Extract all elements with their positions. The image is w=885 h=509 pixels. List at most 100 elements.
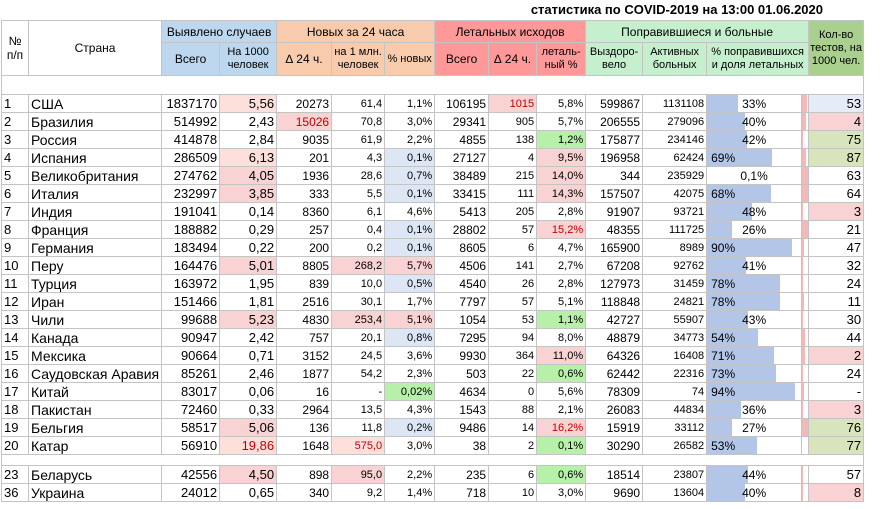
lethal-pct: 14,0% xyxy=(536,166,587,185)
lethal-share-cell xyxy=(801,256,810,275)
lethal-share-bar xyxy=(802,401,803,418)
new-delta: 1877 xyxy=(276,364,333,383)
page-title: статистика по COVID-2019 на 13:00 01.06.… xyxy=(530,2,823,17)
new-delta: 898 xyxy=(276,465,333,484)
table-row[interactable]: 2 Бразилия 514992 2,43 15026 70,8 3,0% 29341 905… xyxy=(1,112,865,131)
new-per-mln: 10,0 xyxy=(331,274,386,293)
table-row[interactable]: 12 Иран 151466 1,81 2516 30,1 1,7% 7797 57 5,1% 11… xyxy=(1,292,865,311)
table-row[interactable]: 19 Бельгия 58517 5,06 136 11,8 0,2% 9486 14 16,2%… xyxy=(1,418,865,437)
table-row[interactable]: 15 Мексика 90664 0,71 3152 24,5 3,6% 9930 364 11,… xyxy=(1,346,865,365)
table-row[interactable]: 6 Италия 232997 3,85 333 5,5 0,1% 33415 111 14,3%… xyxy=(1,184,865,203)
lethal-share-cell xyxy=(801,400,810,419)
new-delta: 8360 xyxy=(276,202,333,221)
table-row[interactable]: 20 Катар 56910 19,86 1648 575,0 3,0% 38 2 0,1% 302… xyxy=(1,436,865,455)
lethal-total: 503 xyxy=(434,364,490,383)
lethal-share-bar xyxy=(802,113,806,130)
country-name: Саудовская Аравия xyxy=(27,364,163,383)
tests-per1000: 57 xyxy=(808,465,865,484)
table-row[interactable]: 8 Франция 188882 0,29 257 0,4 0,1% 28802 57 15,2%… xyxy=(1,220,865,239)
lethal-pct: 11,0% xyxy=(536,346,587,365)
new-pct: 3,0% xyxy=(384,112,436,131)
recovered-share-cell: 41% xyxy=(706,256,803,275)
table-row[interactable]: 4 Испания 286509 6,13 201 4,3 0,1% 27127 4 9,5% 19… xyxy=(1,148,865,167)
lethal-delta: 4 xyxy=(488,148,538,167)
table-row[interactable]: 16 Саудовская Аравия 85261 2,46 1877 54,2 2,3%… xyxy=(1,364,865,383)
table-row[interactable]: 9 Германия 183494 0,22 200 0,2 0,1% 8605 6 4,7% 16… xyxy=(1,238,865,257)
new-delta: 20273 xyxy=(276,94,333,113)
table-row[interactable]: 17 Китай 83017 0,06 16-0,02% 4634 0 5,6% 78309 74… xyxy=(1,382,865,401)
lethal-pct: 2,8% xyxy=(536,274,587,293)
lethal-total: 1543 xyxy=(434,400,490,419)
lethal-total: 28802 xyxy=(434,220,490,239)
tests-per1000: 76 xyxy=(808,418,865,437)
header-num: № п/п xyxy=(1,20,29,76)
lethal-share-bar xyxy=(802,203,804,220)
recovered-share-label: 36% xyxy=(742,402,767,417)
recovered-share-cell: 69% xyxy=(706,148,803,167)
country-name: Китай xyxy=(27,382,163,401)
row-number: 16 xyxy=(1,364,29,383)
new-per-mln: 5,5 xyxy=(331,184,386,203)
country-name: Иран xyxy=(27,292,163,311)
detected-per1000: 0,71 xyxy=(219,346,278,365)
lethal-share-bar xyxy=(802,95,807,112)
new-per-mln: 61,4 xyxy=(331,94,386,113)
country-name: Бразилия xyxy=(27,112,163,131)
new-per-mln: 13,5 xyxy=(331,400,386,419)
detected-total: 514992 xyxy=(161,112,221,131)
table-row[interactable]: 36 Украина 24012 0,65 340 9,2 1,4% 718 10 3,0% 969… xyxy=(1,483,865,502)
recovered-share-bar xyxy=(707,466,749,483)
lethal-share-bar xyxy=(802,167,808,184)
active-patients: 44834 xyxy=(642,400,708,419)
table-row[interactable]: 3 Россия 414878 2,84 9035 61,9 2,2% 4855 138 1,2%… xyxy=(1,130,865,149)
table-row[interactable]: 13 Чили 99688 5,23 4830 253,4 5,1% 1054 53 1,1% 42… xyxy=(1,310,865,329)
active-patients: 235929 xyxy=(642,166,708,185)
table-row[interactable]: 5 Великобритания 274762 4,05 1936 28,6 0,7% 384… xyxy=(1,166,865,185)
recovered-share-bar xyxy=(707,203,753,220)
table-row[interactable]: 23 Беларусь 42556 4,50 898 95,0 2,2% 235 6 0,6% 18… xyxy=(1,465,865,484)
table-row[interactable]: 11 Турция 163972 1,95 839 10,0 0,5% 4540 26 2,8% 1… xyxy=(1,274,865,293)
recovered-total: 42727 xyxy=(585,310,644,329)
active-patients: 93721 xyxy=(642,202,708,221)
table-row[interactable]: 7 Индия 191041 0,14 8360 6,1 4,6% 5413 205 2,8% 91… xyxy=(1,202,865,221)
header-detected-per1000: На 1000 человек xyxy=(219,42,278,76)
table-row[interactable]: 1 США 1837170 5,56 20273 61,4 1,1% 106195 1015 5,… xyxy=(1,94,865,113)
recovered-share-cell: 68% xyxy=(706,184,803,203)
recovered-share-cell: 36% xyxy=(706,400,803,419)
row-number: 10 xyxy=(1,256,29,275)
header-new-delta: ∆ 24 ч. xyxy=(276,42,333,76)
lethal-total: 27127 xyxy=(434,148,490,167)
recovered-share-bar xyxy=(707,484,745,501)
row-number: 17 xyxy=(1,382,29,401)
row-number: 4 xyxy=(1,148,29,167)
country-name: Катар xyxy=(27,436,163,455)
lethal-delta: 138 xyxy=(488,130,538,149)
lethal-share-cell xyxy=(801,274,810,293)
table-row[interactable]: 18 Пакистан 72460 0,33 2964 13,5 4,3% 1543 88 2,1… xyxy=(1,400,865,419)
recovered-share-cell: 42% xyxy=(706,130,803,149)
new-pct: 3,6% xyxy=(384,346,436,365)
active-patients: 8989 xyxy=(642,238,708,257)
lethal-delta: 215 xyxy=(488,166,538,185)
recovered-share-cell: 40% xyxy=(706,112,803,131)
recovered-total: 64326 xyxy=(585,346,644,365)
recovered-share-label: 73% xyxy=(711,366,736,381)
new-per-mln: 0,2 xyxy=(331,238,386,257)
new-pct: 0,2% xyxy=(384,418,436,437)
lethal-delta: 14 xyxy=(488,418,538,437)
recovered-share-cell: 53% xyxy=(706,436,803,455)
country-name: Перу xyxy=(27,256,163,275)
lethal-share-cell xyxy=(801,483,810,502)
recovered-share-cell: 54% xyxy=(706,328,803,347)
table-row[interactable]: 14 Канада 90947 2,42 757 20,1 0,8% 7295 94 8,0% 48… xyxy=(1,328,865,347)
lethal-share-bar xyxy=(802,239,804,256)
table-row[interactable]: 10 Перу 164476 5,01 8805 268,2 5,7% 4506 141 2,7%… xyxy=(1,256,865,275)
recovered-share-bar xyxy=(707,239,792,256)
country-name: Испания xyxy=(27,148,163,167)
tests-per1000: 75 xyxy=(808,130,865,149)
recovered-total: 157507 xyxy=(585,184,644,203)
recovered-total: 26083 xyxy=(585,400,644,419)
lethal-share-cell xyxy=(801,94,810,113)
detected-per1000: 0,22 xyxy=(219,238,278,257)
recovered-share-cell: 48% xyxy=(706,202,803,221)
